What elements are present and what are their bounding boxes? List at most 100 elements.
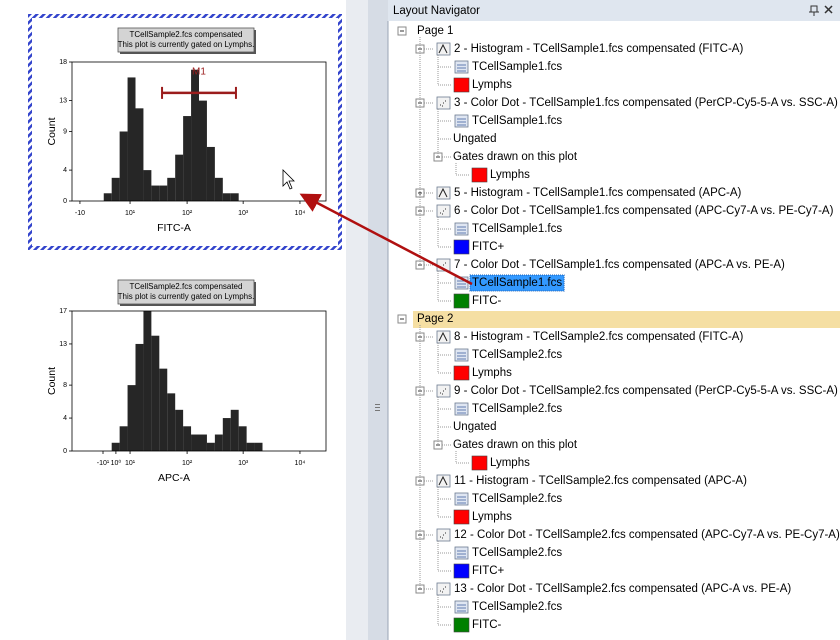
close-button[interactable] xyxy=(824,5,833,14)
tree-node[interactable]: FITC+ xyxy=(438,563,505,579)
tree-node[interactable]: TCellSample2.fcs xyxy=(438,492,562,506)
tree-node[interactable]: Ungated xyxy=(438,421,496,433)
y-tick-label: 9 xyxy=(63,128,67,135)
tree-node[interactable]: Lymphs xyxy=(438,365,512,381)
navigator-header xyxy=(388,0,840,21)
tree-node[interactable]: TCellSample2.fcs xyxy=(438,348,562,362)
histogram-glyph xyxy=(438,43,448,54)
tree-node[interactable]: TCellSample1.fcs xyxy=(438,222,562,236)
histogram-bar xyxy=(143,170,152,201)
y-axis-label: Count xyxy=(46,117,58,145)
file-icon xyxy=(454,222,469,236)
tree-node[interactable]: Lymphs xyxy=(456,167,530,183)
tree-node[interactable]: Page 1 xyxy=(397,25,453,37)
tree-node[interactable]: 8 - Histogram - TCellSample2.fcs compens… xyxy=(415,330,743,344)
splitter[interactable] xyxy=(368,0,388,640)
tree-node[interactable]: 7 - Color Dot - TCellSample1.fcs compens… xyxy=(415,258,785,272)
node-label: 3 - Color Dot - TCellSample1.fcs compens… xyxy=(454,97,838,109)
node-label: TCellSample1.fcs xyxy=(472,61,562,73)
tree-node[interactable]: Ungated xyxy=(438,133,496,145)
node-label: Lymphs xyxy=(490,457,530,469)
tree-node[interactable]: FITC- xyxy=(438,617,502,633)
histogram-bar xyxy=(222,193,231,201)
file-glyph xyxy=(457,118,466,126)
x-tick-label: 10³ xyxy=(238,210,249,217)
histogram-bar xyxy=(135,108,144,201)
color-swatch xyxy=(453,77,470,93)
histogram-glyph xyxy=(438,187,448,198)
tree-node[interactable]: Lymphs xyxy=(438,509,512,525)
histogram-bar xyxy=(246,442,255,451)
color-swatch xyxy=(453,563,470,579)
tree-node[interactable]: TCellSample2.fcs xyxy=(438,546,562,560)
tree-node[interactable]: 2 - Histogram - TCellSample1.fcs compens… xyxy=(415,42,743,56)
node-label: Page 2 xyxy=(417,313,453,325)
tree-node[interactable]: TCellSample1.fcs xyxy=(438,114,562,128)
node-label: TCellSample2.fcs xyxy=(472,349,562,361)
drag-arrow xyxy=(299,193,473,286)
file-icon xyxy=(454,402,469,416)
dot-glyph xyxy=(440,208,446,215)
color-swatch xyxy=(453,293,470,309)
splitter-grip xyxy=(375,404,380,411)
y-tick-label: 4 xyxy=(63,167,67,174)
file-icon xyxy=(454,114,469,128)
tree-node[interactable]: FITC+ xyxy=(438,239,505,255)
x-tick-label: 10³ xyxy=(238,460,249,467)
file-glyph xyxy=(457,352,466,360)
histogram-bar xyxy=(230,193,239,201)
y-tick-label: 17 xyxy=(59,308,67,315)
tree-node[interactable]: 13 - Color Dot - TCellSample2.fcs compen… xyxy=(415,582,791,596)
node-label: TCellSample2.fcs xyxy=(472,601,562,613)
tree-node[interactable]: TCellSample1.fcs xyxy=(438,60,562,74)
tree-node[interactable]: Page 2 xyxy=(397,311,840,328)
histogram-bar xyxy=(214,177,223,201)
histogram-bar xyxy=(222,418,231,451)
histogram-bar xyxy=(103,193,112,201)
gate-marker[interactable] xyxy=(161,86,237,99)
y-axis-label: Count xyxy=(46,367,58,395)
x-tick-label: -10 xyxy=(75,210,85,217)
tree-node[interactable]: TCellSample2.fcs xyxy=(438,600,562,614)
node-label: Gates drawn on this plot xyxy=(453,151,578,163)
histogram-bar xyxy=(183,426,192,451)
tree-node[interactable]: TCellSample2.fcs xyxy=(438,402,562,416)
pin-button[interactable] xyxy=(809,5,819,16)
tree-node[interactable]: Gates drawn on this plot xyxy=(433,439,578,451)
tree-node[interactable]: FITC- xyxy=(438,293,502,309)
selection-border[interactable] xyxy=(28,14,342,250)
x-axis-label: APC-A xyxy=(158,472,190,484)
color-swatch xyxy=(453,617,470,633)
node-label: FITC+ xyxy=(472,565,505,577)
dot-glyph xyxy=(440,586,446,593)
tree-node[interactable]: Lymphs xyxy=(438,77,512,93)
node-label: TCellSample1.fcs xyxy=(472,115,562,127)
color-swatch xyxy=(453,509,470,525)
histogram-bar xyxy=(206,146,215,201)
tree-node[interactable]: 5 - Histogram - TCellSample1.fcs compens… xyxy=(415,186,742,200)
tree-node[interactable]: 6 - Color Dot - TCellSample1.fcs compens… xyxy=(415,204,834,218)
histogram-bar xyxy=(175,154,184,201)
histogram-bar xyxy=(143,311,152,451)
node-label: 12 - Color Dot - TCellSample2.fcs compen… xyxy=(454,529,840,541)
node-label: Ungated xyxy=(453,133,496,145)
histogram-bar xyxy=(199,434,207,451)
tree-node[interactable]: 9 - Color Dot - TCellSample2.fcs compens… xyxy=(415,384,838,398)
node-label: TCellSample1.fcs xyxy=(472,277,562,289)
tree-node[interactable]: 3 - Color Dot - TCellSample1.fcs compens… xyxy=(415,96,838,110)
scroll-area[interactable] xyxy=(346,0,368,640)
file-glyph xyxy=(457,496,466,504)
node-label: TCellSample2.fcs xyxy=(472,403,562,415)
tree-node[interactable]: 12 - Color Dot - TCellSample2.fcs compen… xyxy=(415,528,840,542)
node-label: 5 - Histogram - TCellSample1.fcs compens… xyxy=(454,187,742,199)
tree-node[interactable]: Gates drawn on this plot xyxy=(433,151,578,163)
tree-node[interactable]: 11 - Histogram - TCellSample2.fcs compen… xyxy=(415,474,747,488)
dot-glyph xyxy=(440,532,446,539)
histogram-icon xyxy=(436,42,451,56)
plot-subtitle: This plot is currently gated on Lymphs. xyxy=(118,40,255,49)
cursor xyxy=(282,169,295,190)
tree-node[interactable]: Lymphs xyxy=(456,455,530,471)
node-label: 8 - Histogram - TCellSample2.fcs compens… xyxy=(454,331,743,343)
file-glyph xyxy=(457,226,466,234)
